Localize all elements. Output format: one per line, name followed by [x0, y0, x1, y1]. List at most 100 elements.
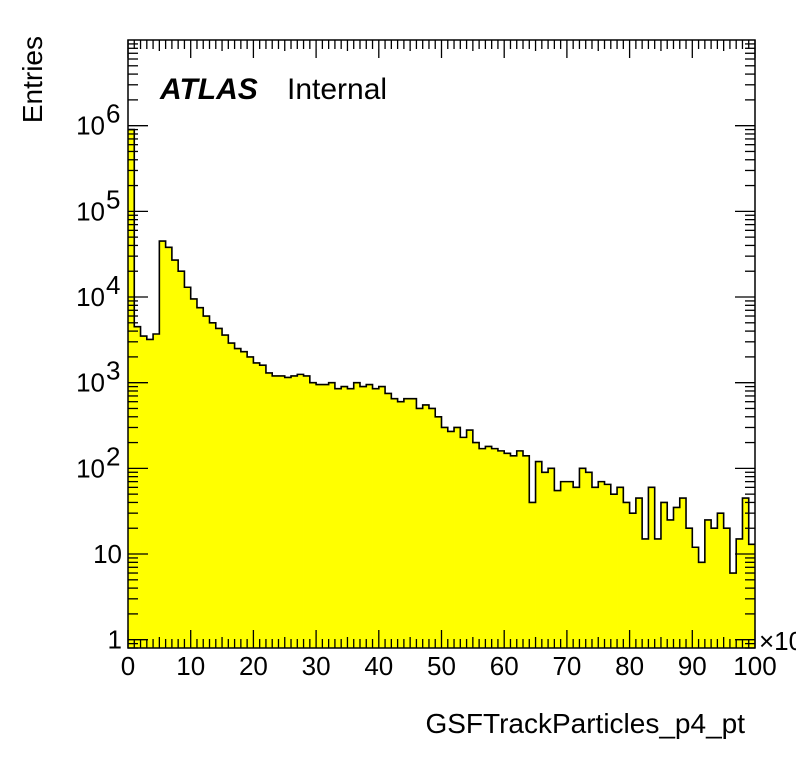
histogram-bin — [140, 336, 148, 648]
histogram-bin — [303, 375, 311, 648]
histogram-bin — [704, 519, 712, 648]
x-tick-label: 80 — [615, 651, 644, 681]
histogram-bin — [729, 573, 737, 648]
histogram-bin — [153, 334, 160, 648]
histogram-bin — [541, 472, 549, 648]
histogram-bin — [454, 427, 461, 648]
histogram-bin — [309, 382, 317, 648]
histogram-bin — [642, 538, 649, 648]
histogram-bin — [416, 408, 424, 648]
histogram-bin — [190, 298, 198, 648]
histogram-outline — [128, 128, 755, 574]
histogram-bin — [554, 490, 562, 648]
histogram-bin — [460, 437, 467, 648]
histogram-bin — [673, 507, 681, 648]
histogram-bin — [178, 271, 185, 648]
histogram-bin — [660, 502, 668, 648]
x-tick-label: 0 — [121, 651, 135, 681]
atlas-label: ATLAS — [159, 73, 258, 106]
histogram-bin — [184, 287, 192, 648]
x-tick-label: 60 — [490, 651, 519, 681]
histogram-bin — [598, 481, 605, 648]
y-tick-label: 1 — [108, 625, 122, 655]
histogram-bin — [491, 448, 499, 648]
axis-ticks — [127, 40, 756, 649]
histogram-bin — [610, 494, 618, 648]
histogram-bin — [679, 498, 687, 648]
histogram-bin — [259, 365, 267, 648]
y-tick-exponent: 6 — [106, 99, 120, 129]
histogram-bin — [291, 375, 298, 648]
histogram-bin — [435, 416, 442, 648]
x-tick-labels: 0 10 20 30 40 50 60 70 80 90 100 — [121, 651, 777, 681]
histogram-bin — [253, 362, 261, 648]
histogram-bin — [372, 388, 380, 648]
histogram-bin — [466, 430, 474, 648]
y-tick-label: 10 — [76, 282, 105, 312]
histogram-bin — [378, 386, 386, 648]
histogram-bin — [711, 528, 718, 648]
x-tick-label: 50 — [427, 651, 456, 681]
histogram-bin — [523, 455, 530, 648]
histogram-bin — [366, 384, 373, 648]
x-tick-label: 70 — [552, 651, 581, 681]
x-axis-multiplier: ×10³ — [759, 626, 796, 656]
histogram-bin — [441, 427, 449, 648]
y-tick-label: 10 — [76, 111, 105, 141]
histogram-bin — [516, 450, 524, 648]
histogram-bin — [359, 386, 367, 648]
histogram-bin — [278, 375, 286, 648]
histogram-bin — [723, 528, 731, 648]
histogram-bin — [165, 247, 173, 648]
histogram-bin — [171, 260, 179, 648]
histogram-bin — [284, 377, 292, 648]
histogram-bin — [222, 335, 229, 648]
histogram-bin — [316, 384, 323, 648]
histogram-bin — [146, 339, 154, 648]
histogram-bin — [604, 484, 612, 648]
histogram-bin — [748, 544, 756, 648]
internal-label: Internal — [287, 73, 387, 106]
histogram-bin — [585, 472, 593, 648]
histogram-bin — [234, 348, 242, 648]
histogram-bin — [692, 547, 699, 648]
histogram-bin — [328, 382, 336, 648]
histogram-bin — [209, 322, 217, 648]
histogram-bin — [334, 388, 342, 648]
histogram-bin — [635, 498, 643, 648]
histogram-bin — [535, 461, 543, 648]
histogram-bin — [479, 448, 486, 648]
histogram-outline-layer — [128, 128, 755, 574]
histogram-bin — [240, 351, 248, 648]
histogram-bin — [385, 393, 392, 648]
histogram-bin — [272, 375, 279, 648]
x-tick-label: 10 — [176, 651, 205, 681]
histogram-bin — [591, 487, 599, 648]
histogram-bin — [497, 450, 505, 648]
histogram-bin — [654, 538, 662, 648]
histogram-bin — [403, 398, 411, 648]
histogram-bin — [228, 343, 235, 648]
y-tick-label: 10 — [93, 539, 122, 569]
histogram-bin — [397, 401, 405, 648]
x-tick-label: 90 — [678, 651, 707, 681]
y-tick-exponent: 3 — [106, 356, 120, 386]
x-tick-label: 20 — [239, 651, 268, 681]
histogram-bin — [510, 455, 518, 648]
histogram-bin — [560, 481, 568, 648]
y-tick-label: 10 — [76, 453, 105, 483]
histogram-bin — [391, 398, 399, 648]
histogram-bin — [353, 382, 361, 648]
histogram-bin — [504, 453, 511, 648]
y-tick-label: 10 — [76, 368, 105, 398]
histogram-bin — [322, 384, 330, 648]
histogram-bin — [215, 328, 223, 648]
histogram-bin — [686, 528, 693, 648]
histogram-bin — [203, 316, 210, 648]
histogram-bin — [566, 481, 574, 648]
y-tick-exponent: 2 — [106, 441, 120, 471]
histogram-bin — [196, 307, 204, 648]
x-axis-title: GSFTrackParticles_p4_pt — [425, 708, 745, 739]
